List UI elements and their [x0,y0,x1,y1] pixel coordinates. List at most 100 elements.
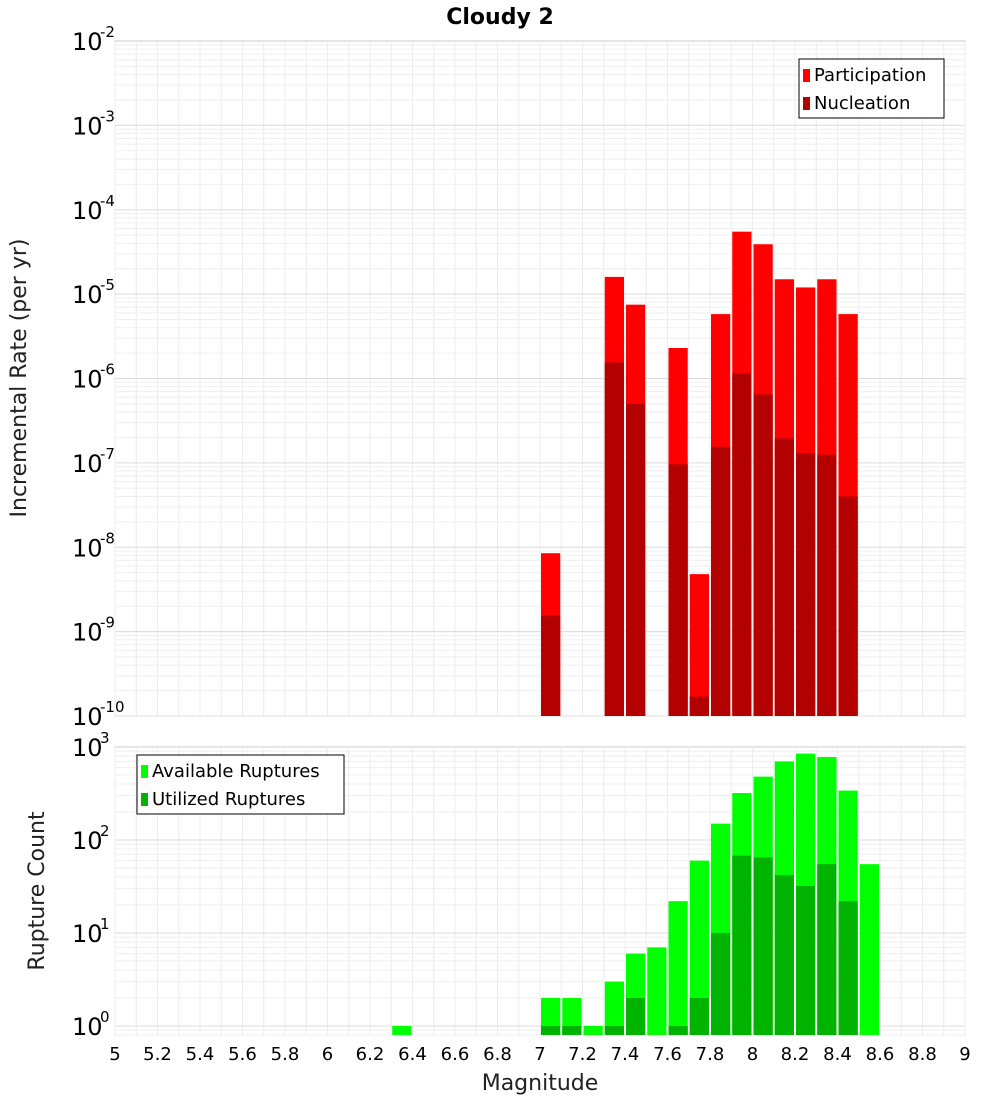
y-tick-base: 10 [72,197,103,225]
y-tick-label: 10-3 [72,107,115,140]
x-tick-label: 5.6 [228,1044,257,1065]
x-tick-label: 5 [109,1044,120,1065]
utilized-ruptures-bar [604,1025,624,1035]
nucleation-bar [774,438,794,716]
x-tick-label: 7.6 [653,1044,682,1065]
available-ruptures-bar [604,981,624,1035]
utilized-ruptures-bar [689,997,709,1035]
y-tick-base: 10 [72,920,103,948]
utilized-ruptures-bar [711,932,731,1035]
nucleation-bar [732,373,752,716]
x-tick-label: 5.8 [271,1044,300,1065]
x-tick-label: 8.8 [908,1044,937,1065]
legend-swatch [803,97,810,110]
y-tick-exponent: -10 [100,698,125,716]
nucleation-bar [838,496,858,716]
y-tick-label: 102 [72,822,110,855]
x-tick-label: 6.4 [398,1044,427,1065]
rate-bars [541,231,858,717]
y-tick-exponent: -3 [100,107,115,125]
y-tick-label: 10-8 [72,529,115,562]
y-tick-label: 10-4 [72,192,115,225]
available-ruptures-bar [668,901,688,1035]
x-tick-label: 6.2 [356,1044,385,1065]
y-tick-exponent: -2 [100,23,115,41]
legend-swatch [141,793,148,806]
utilized-ruptures-bar [838,901,858,1035]
y-tick-base: 10 [72,450,103,478]
available-ruptures-bar [392,1025,412,1035]
y-tick-base: 10 [72,734,103,762]
x-tick-label: 6.8 [483,1044,512,1065]
utilized-ruptures-bar [562,1025,582,1035]
x-tick-label: 9 [959,1044,970,1065]
y-tick-exponent: -5 [100,276,115,294]
participation-bar [689,574,709,716]
legend-entry: Available Ruptures [152,761,320,782]
rate-y-axis-label: Incremental Rate (per yr) [7,239,32,518]
nucleation-bar [604,362,624,716]
x-tick-label: 5.2 [143,1044,172,1065]
y-tick-exponent: -8 [100,529,115,547]
available-ruptures-bar [583,1025,603,1035]
nucleation-bar [541,615,561,716]
legend-swatch [803,69,810,82]
utilized-ruptures-bar [753,857,773,1035]
y-tick-exponent: -9 [100,614,115,632]
x-tick-label: 7.8 [696,1044,725,1065]
y-tick-base: 10 [72,703,103,731]
y-tick-label: 101 [72,915,110,948]
available-ruptures-bar [859,864,879,1035]
y-tick-exponent: -4 [100,192,115,210]
nucleation-bar [711,446,731,716]
y-tick-base: 10 [72,827,103,855]
y-tick-label: 103 [72,729,110,762]
utilized-ruptures-bar [668,1025,688,1035]
x-tick-label: 5.4 [186,1044,215,1065]
rate-grid [114,41,966,717]
legend-entry: Participation [814,65,926,86]
y-tick-label: 10-2 [72,23,115,56]
legend-box [798,58,945,119]
y-tick-exponent: 0 [100,1008,110,1026]
y-tick-base: 10 [72,28,103,56]
nucleation-bar [817,454,837,716]
nucleation-bar [668,464,688,716]
y-tick-base: 10 [72,366,103,394]
y-tick-base: 10 [72,281,103,309]
x-tick-label: 8.4 [823,1044,852,1065]
y-tick-base: 10 [72,619,103,647]
nucleation-bar [753,394,773,716]
count-bars [392,753,879,1035]
available-ruptures-bar [562,997,582,1035]
utilized-ruptures-bar [796,886,816,1035]
y-tick-exponent: 1 [100,915,110,933]
x-axis-label: Magnitude [482,1071,599,1096]
y-tick-exponent: 3 [100,729,110,747]
utilized-ruptures-bar [817,864,837,1035]
y-tick-base: 10 [72,1013,103,1041]
x-tick-label: 6.6 [441,1044,470,1065]
y-tick-label: 100 [72,1008,110,1041]
y-tick-base: 10 [72,112,103,140]
available-ruptures-bar [541,997,561,1035]
rate-legend: Participation Nucleation [798,58,945,119]
y-tick-label: 10-9 [72,614,115,647]
y-tick-label: 10-6 [72,361,115,394]
count-legend: Available Ruptures Utilized Ruptures [136,754,345,815]
y-tick-exponent: 2 [100,822,110,840]
x-tick-label: 6 [322,1044,333,1065]
utilized-ruptures-bar [774,875,794,1035]
utilized-ruptures-bar [541,1025,561,1035]
legend-entry: Nucleation [814,93,910,114]
utilized-ruptures-bar [626,997,646,1035]
x-tick-label: 7.2 [568,1044,597,1065]
count-y-axis-label: Rupture Count [25,811,50,971]
nucleation-bar [796,453,816,716]
y-tick-base: 10 [72,534,103,562]
legend-entry: Utilized Ruptures [152,789,305,810]
y-tick-exponent: -6 [100,361,115,379]
